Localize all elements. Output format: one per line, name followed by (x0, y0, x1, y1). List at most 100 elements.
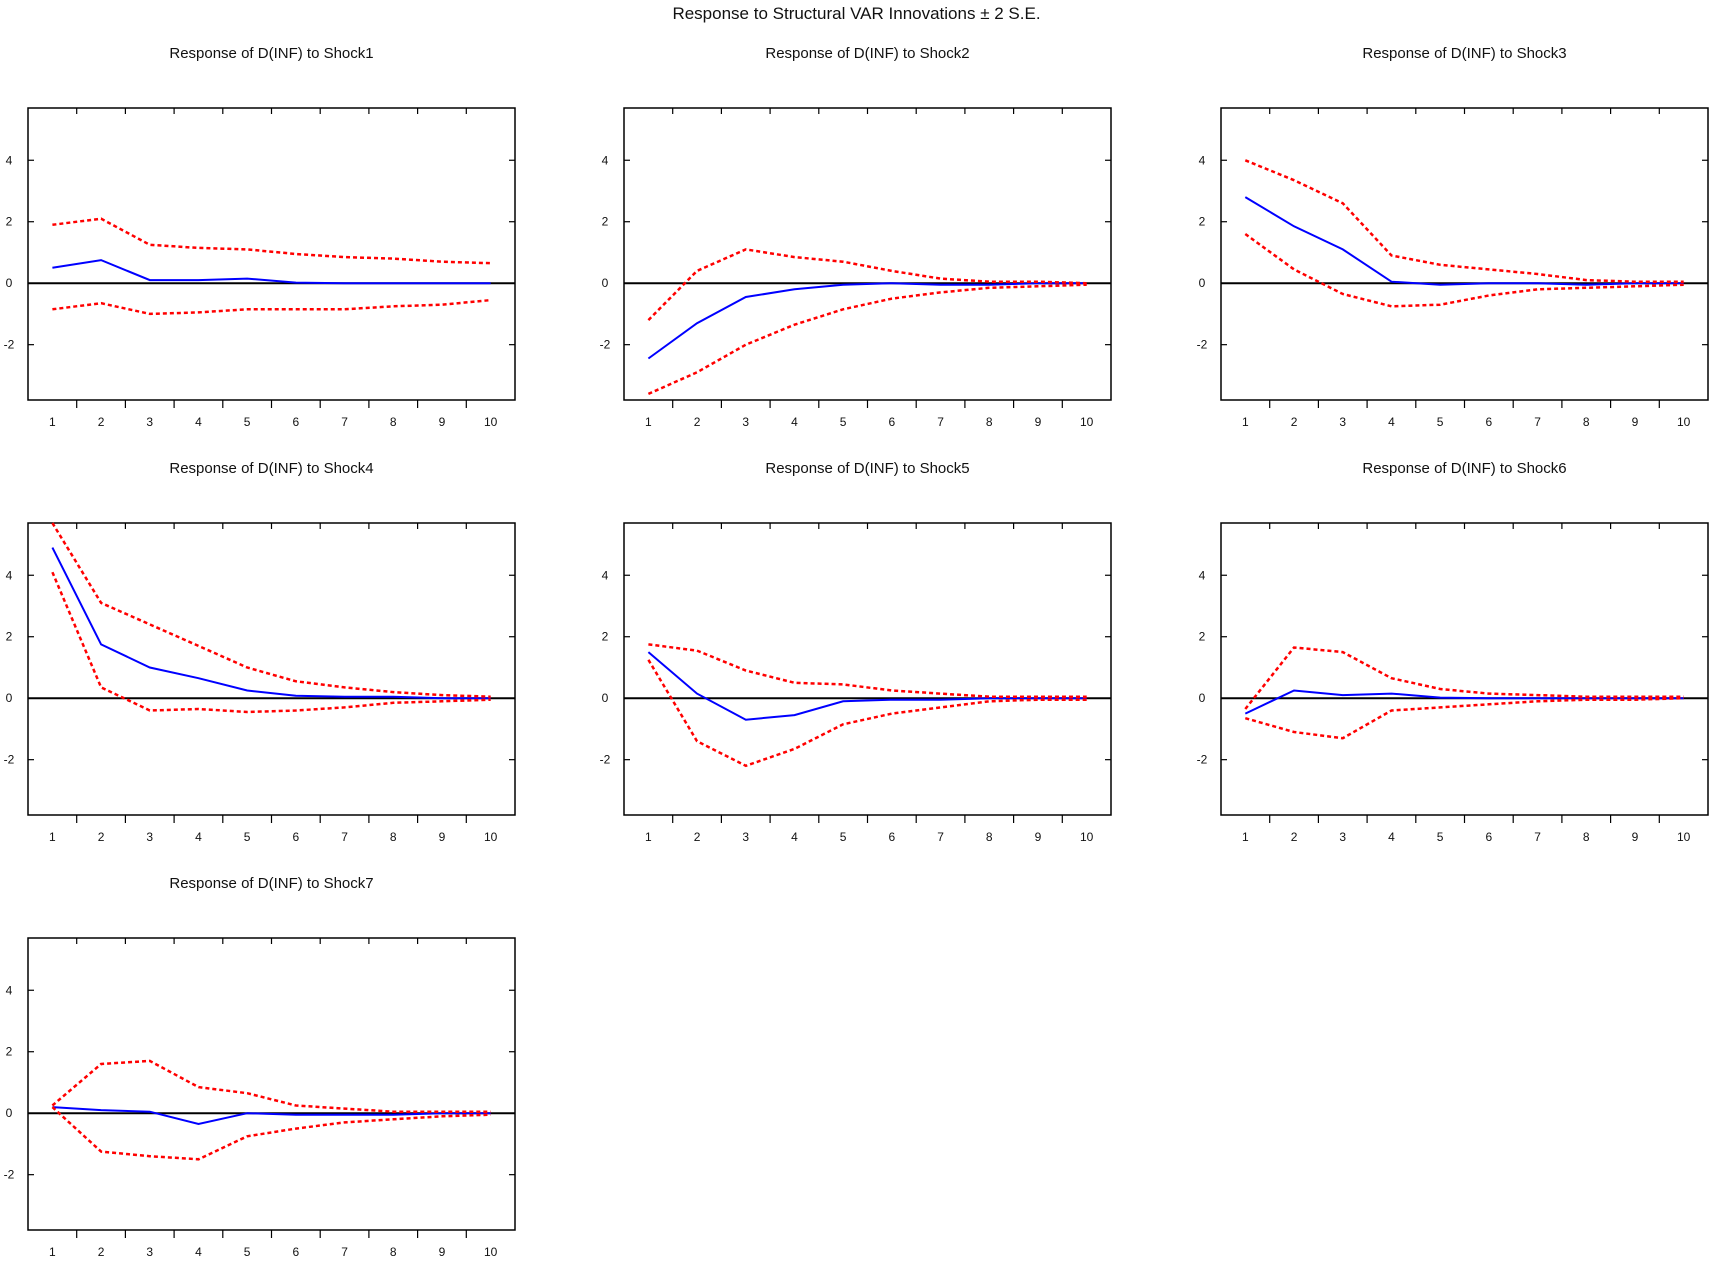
x-tick-label: 3 (742, 415, 749, 429)
irf-panel-5: Response of D(INF) to Shock5 -2 0 2 4 1 2 3 4 5 6 7… (600, 460, 1112, 844)
y-tick-label: -2 (1197, 753, 1208, 767)
y-tick-label: 4 (602, 568, 609, 582)
x-tick-label: 7 (341, 415, 348, 429)
panel-title: Response of D(INF) to Shock2 (765, 45, 969, 62)
lower-band-line (1244, 696, 1684, 740)
x-tick-label: 3 (146, 1245, 153, 1259)
x-tick-label: 9 (439, 1245, 446, 1259)
lower-band-line (1244, 232, 1684, 308)
x-tick-label: 4 (195, 830, 202, 844)
panel-title: Response of D(INF) to Shock1 (169, 45, 373, 62)
x-tick-label: 7 (937, 830, 944, 844)
panel-title: Response of D(INF) to Shock5 (765, 460, 969, 477)
y-tick-label: -2 (4, 753, 15, 767)
x-tick-label: 1 (49, 830, 56, 844)
x-tick-label: 5 (840, 830, 847, 844)
plot-frame (27, 522, 516, 816)
x-tick-label: 7 (937, 415, 944, 429)
x-tick-label: 5 (244, 1245, 251, 1259)
y-tick-label: 4 (1199, 153, 1206, 167)
plot-frame (27, 107, 516, 401)
x-tick-label: 7 (341, 1245, 348, 1259)
x-tick-label: 1 (49, 415, 56, 429)
x-tick-label: 9 (1632, 415, 1639, 429)
x-tick-label: 2 (694, 415, 701, 429)
y-tick-label: 2 (602, 630, 609, 644)
plot-frame (623, 107, 1112, 401)
irf-panel-1: Response of D(INF) to Shock1 -2 0 2 4 1 2 3 4 5 6 7… (4, 45, 516, 429)
x-tick-label: 6 (293, 1245, 300, 1259)
x-tick-label: 10 (1080, 830, 1094, 844)
x-tick-label: 4 (1388, 830, 1395, 844)
x-tick-label: 8 (1583, 830, 1590, 844)
y-tick-label: 4 (1199, 568, 1206, 582)
x-tick-label: 5 (1437, 415, 1444, 429)
plot-frame (27, 937, 516, 1231)
x-tick-label: 10 (1677, 415, 1691, 429)
x-tick-label: 8 (390, 830, 397, 844)
x-tick-label: 1 (645, 415, 652, 429)
x-tick-label: 10 (484, 830, 498, 844)
x-tick-label: 8 (986, 415, 993, 429)
y-tick-label: 2 (1199, 630, 1206, 644)
plot-frame (623, 522, 1112, 816)
x-tick-label: 8 (390, 1245, 397, 1259)
x-tick-label: 6 (889, 830, 896, 844)
upper-band-line (1244, 159, 1684, 283)
lower-band-line (647, 283, 1087, 396)
panel-title: Response of D(INF) to Shock3 (1362, 45, 1566, 62)
x-tick-label: 9 (1035, 415, 1042, 429)
x-tick-label: 8 (390, 415, 397, 429)
x-tick-label: 2 (98, 1245, 105, 1259)
x-tick-label: 4 (791, 415, 798, 429)
x-tick-label: 5 (1437, 830, 1444, 844)
y-tick-label: 0 (1199, 691, 1206, 705)
response-line (51, 547, 491, 700)
x-tick-label: 1 (1242, 415, 1249, 429)
y-tick-label: -2 (600, 338, 611, 352)
upper-band-line (1244, 646, 1684, 710)
y-tick-label: 4 (602, 153, 609, 167)
x-tick-label: 2 (694, 830, 701, 844)
irf-panel-4: Response of D(INF) to Shock4 -2 0 2 4 1 2 3 4 5 6 7… (4, 460, 516, 844)
upper-band-line (648, 643, 1087, 698)
y-tick-label: 0 (602, 691, 609, 705)
x-tick-label: 10 (1677, 830, 1691, 844)
upper-band-line (51, 522, 491, 698)
x-tick-label: 7 (341, 830, 348, 844)
x-tick-label: 4 (195, 1245, 202, 1259)
response-line (647, 282, 1087, 360)
x-tick-label: 3 (146, 830, 153, 844)
y-tick-label: -2 (4, 1168, 15, 1182)
y-tick-label: -2 (4, 338, 15, 352)
y-tick-label: 2 (602, 215, 609, 229)
irf-panel-7: Response of D(INF) to Shock7 -2 0 2 4 1 2 3 4 5 6 7… (4, 875, 516, 1259)
x-tick-label: 8 (986, 830, 993, 844)
irf-panel-3: Response of D(INF) to Shock3 -2 0 2 4 1 2 3 4 5 6 7… (1197, 45, 1709, 429)
figure-title: Response to Structural VAR Innovations ±… (672, 4, 1041, 23)
x-tick-label: 5 (840, 415, 847, 429)
x-tick-label: 6 (293, 830, 300, 844)
x-tick-label: 6 (1486, 830, 1493, 844)
x-tick-label: 4 (1388, 415, 1395, 429)
x-tick-label: 9 (1632, 830, 1639, 844)
x-tick-label: 2 (98, 830, 105, 844)
x-tick-label: 10 (484, 1245, 498, 1259)
panel-title: Response of D(INF) to Shock4 (169, 460, 373, 477)
y-tick-label: 4 (6, 153, 13, 167)
x-tick-label: 5 (244, 830, 251, 844)
x-tick-label: 10 (484, 415, 498, 429)
y-tick-label: 2 (1199, 215, 1206, 229)
panel-title: Response of D(INF) to Shock6 (1362, 460, 1566, 477)
y-tick-label: -2 (1197, 338, 1208, 352)
upper-band-line (52, 217, 491, 265)
x-tick-label: 6 (1486, 415, 1493, 429)
plot-frame (1220, 107, 1709, 401)
x-tick-label: 9 (1035, 830, 1042, 844)
x-tick-label: 9 (439, 830, 446, 844)
x-tick-label: 9 (439, 415, 446, 429)
lower-band-line (647, 659, 1087, 768)
response-line (1244, 689, 1684, 715)
y-tick-label: 0 (6, 691, 13, 705)
